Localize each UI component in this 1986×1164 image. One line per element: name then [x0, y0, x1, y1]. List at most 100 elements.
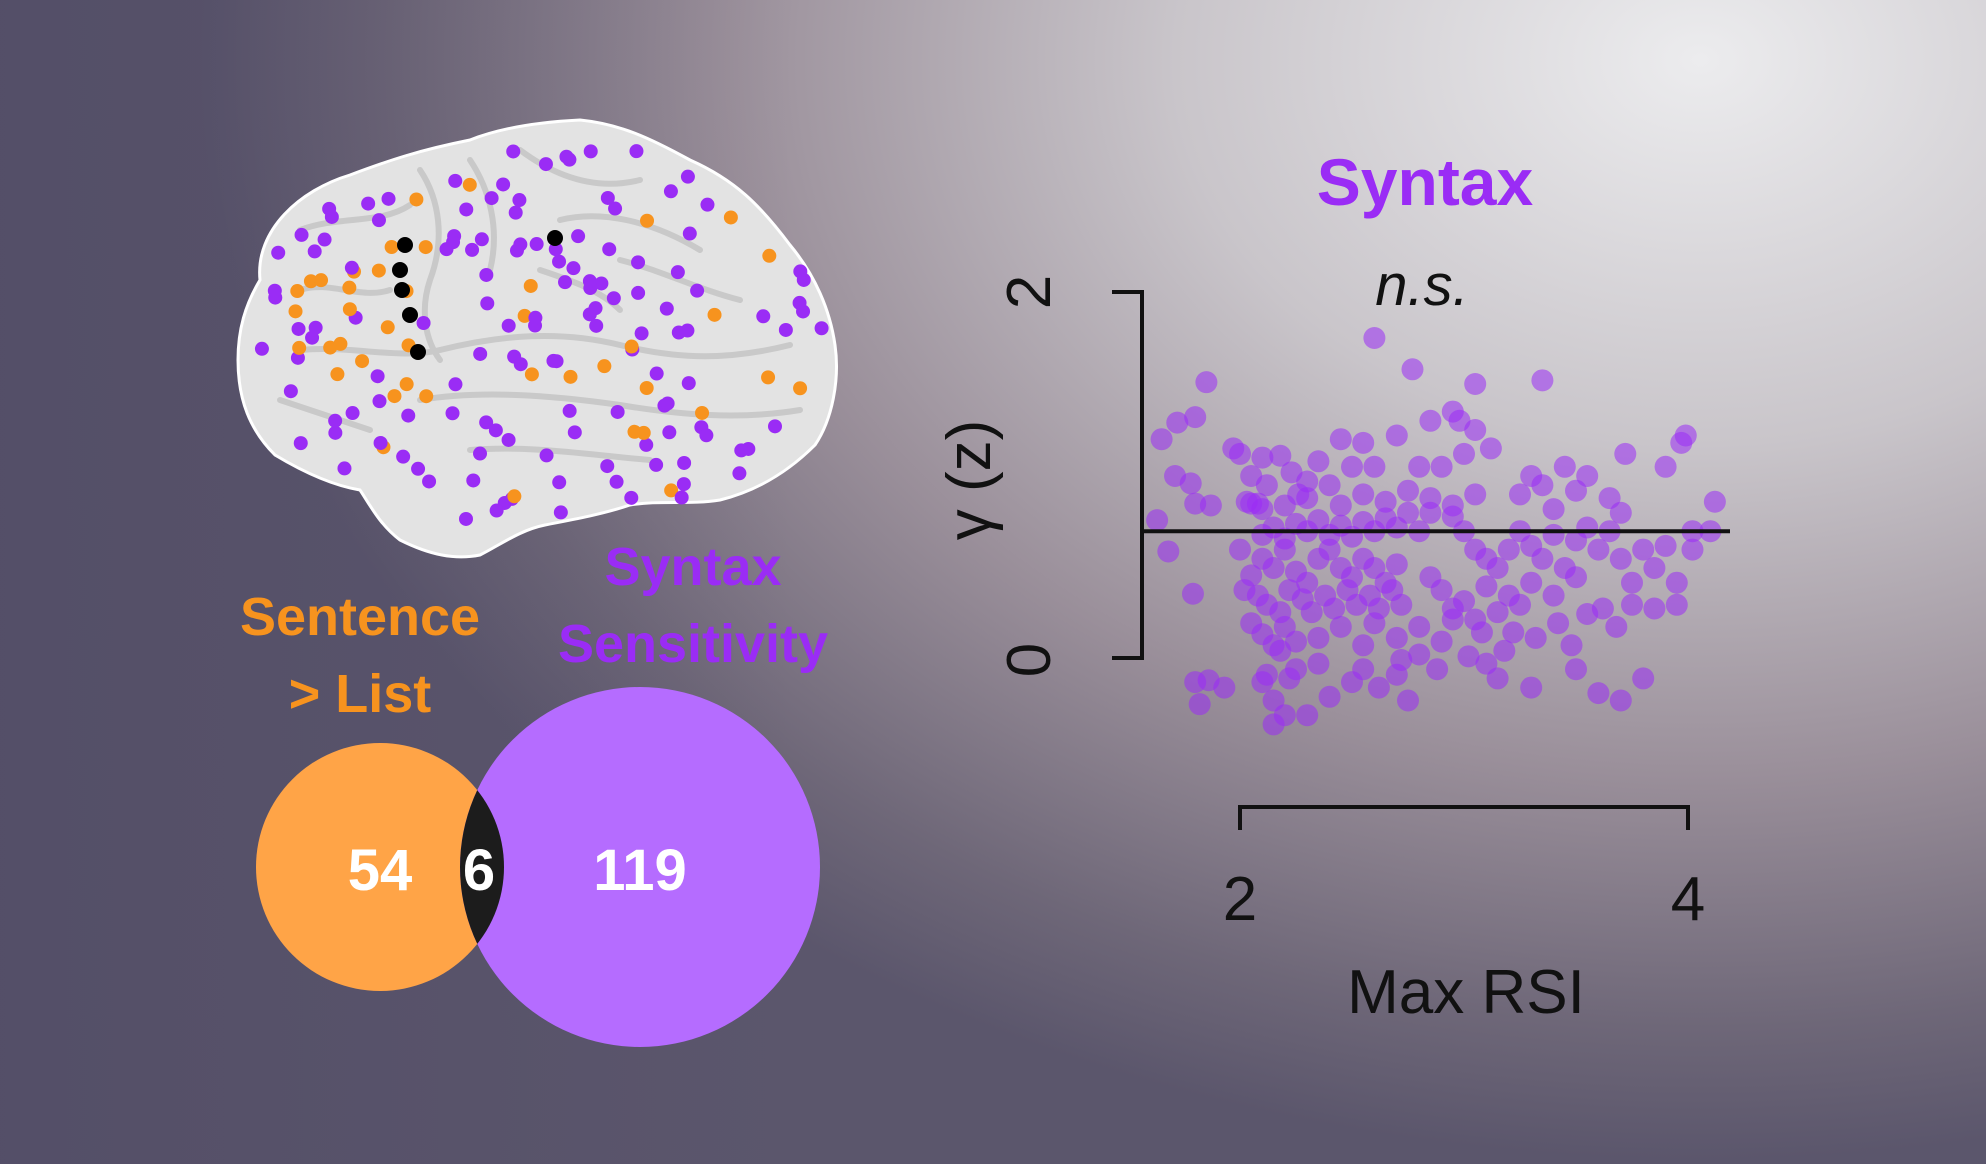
electrode-dot [732, 466, 747, 481]
venn-overlap-count: 6 [463, 838, 495, 903]
electrode-dot [488, 423, 503, 438]
electrode-dot [562, 403, 577, 418]
electrode-dot [290, 284, 305, 299]
electrode-dot [479, 415, 494, 430]
electrode-dot [538, 157, 553, 172]
electrode-dot [640, 213, 655, 228]
venn-right-label-line2: Sensitivity [558, 614, 828, 674]
electrode-dot [690, 283, 705, 298]
scatter-point [1146, 509, 1169, 532]
scatter-point [1470, 621, 1493, 644]
electrode-dot [294, 227, 309, 242]
scatter-point [1385, 424, 1408, 447]
electrode-dot [600, 190, 615, 205]
electrode-dot [267, 283, 282, 298]
electrode-dot [303, 274, 318, 289]
scatter-point [1621, 571, 1643, 594]
scatter-point [1367, 676, 1390, 699]
electrode-dot [401, 408, 416, 423]
electrode-dot [513, 357, 528, 372]
electrode-dot [677, 455, 692, 470]
electrode-dot [512, 193, 527, 208]
scatter-point [1307, 626, 1330, 649]
scatter-point [1703, 490, 1726, 513]
electrode-dot [680, 169, 695, 184]
electrode-dot [523, 278, 538, 293]
scatter-point [1605, 615, 1628, 638]
scatter-point [1296, 487, 1319, 510]
venn-right-label-line1: Syntax [604, 537, 781, 597]
electrode-dot [700, 197, 715, 212]
electrode-dot [606, 291, 621, 306]
scatter-point [1486, 601, 1509, 624]
electrode-dot [506, 144, 521, 159]
electrode-dot [594, 276, 609, 291]
electrode-dot [484, 191, 499, 206]
electrode-dot [659, 301, 674, 316]
electrode-dot [399, 377, 414, 392]
electrode-dot [609, 474, 624, 489]
scatter-point [1408, 643, 1431, 666]
electrode-dot [608, 201, 623, 216]
scatter-point [1542, 498, 1565, 521]
electrode-dot [342, 280, 357, 295]
electrode-dot [307, 244, 322, 259]
electrode-dot [762, 248, 777, 263]
scatter-point [1390, 593, 1413, 616]
electrode-dot [529, 237, 544, 252]
electrode-dot [548, 242, 563, 257]
scatter-point [1542, 523, 1565, 546]
electrode-dot [559, 149, 574, 164]
scatter-point [1408, 455, 1431, 478]
scatter-point [1352, 483, 1375, 506]
scatter-point [1509, 593, 1531, 616]
electrode-dot [445, 406, 460, 421]
electrode-dot [459, 511, 473, 526]
scatter-point [1520, 676, 1543, 699]
scatter-point [1665, 571, 1688, 594]
electrode-dot [392, 262, 408, 278]
scatter-point [1179, 472, 1202, 495]
electrode-dot [387, 389, 402, 404]
electrode-dot [547, 230, 563, 246]
y-tick-label: 0 [995, 643, 1064, 677]
scatter-point [1464, 483, 1487, 506]
electrode-dot [767, 419, 782, 434]
scatter-point [1408, 615, 1431, 638]
scatter-point [1609, 689, 1632, 712]
electrode-dot [814, 321, 829, 336]
electrode-dot [394, 282, 410, 298]
electrode-dot [670, 265, 685, 280]
electrode-dot [588, 301, 603, 316]
axes: 0 2 2 4 [995, 275, 1705, 934]
scatter-point [1255, 474, 1278, 497]
venn-right-count: 119 [593, 838, 687, 903]
electrode-dot [370, 369, 385, 384]
scatter-point [1609, 547, 1632, 570]
scatter-point [1587, 538, 1610, 561]
electrode-dot [553, 505, 568, 520]
scatter-point [1397, 501, 1419, 524]
electrode-dot [305, 330, 320, 345]
electrode-dot [466, 473, 481, 488]
scatter-point [1426, 658, 1449, 681]
scatter-point [1195, 371, 1218, 394]
scatter-point [1479, 437, 1502, 460]
electrode-dot [314, 273, 329, 288]
scatter-point [1430, 579, 1453, 602]
scatter-point [1323, 597, 1346, 620]
scatter-point [1251, 446, 1274, 469]
electrode-dot [571, 229, 586, 244]
scatter-point [1341, 455, 1363, 478]
electrode-dot [734, 443, 749, 458]
electrode-dot [627, 424, 642, 439]
electrode-dot [558, 275, 573, 290]
scatter-point [1363, 327, 1386, 349]
scatter-point [1576, 516, 1599, 539]
electrode-dot [639, 437, 654, 452]
scatter-point [1509, 483, 1531, 506]
electrode-dot [501, 318, 516, 333]
electrode-dot [361, 196, 376, 211]
electrode-dot [384, 240, 399, 255]
